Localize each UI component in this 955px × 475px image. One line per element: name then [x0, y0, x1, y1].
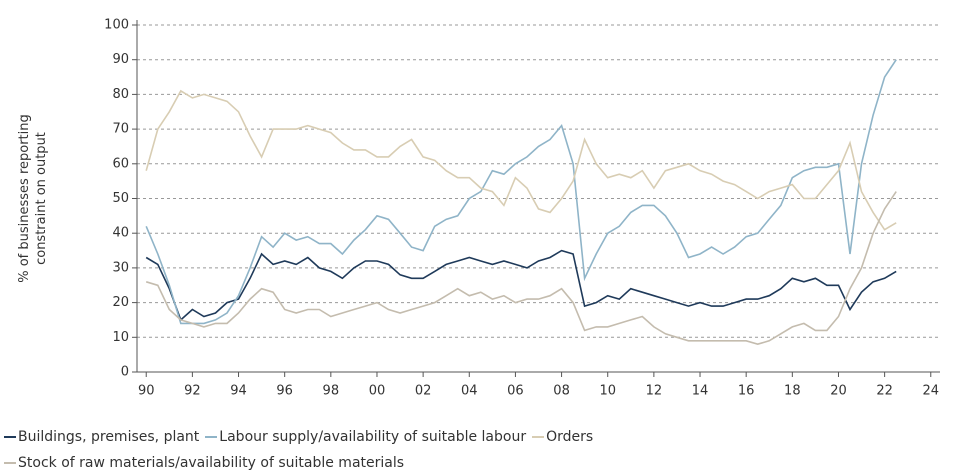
legend-label: Labour supply/availability of suitable l… [219, 429, 527, 445]
y-tick-label: 30 [112, 260, 129, 275]
legend-swatch [532, 436, 545, 438]
x-tick-label: 12 [646, 384, 663, 399]
series-line [145, 191, 897, 346]
x-tick-label: 02 [415, 384, 432, 399]
x-tick-label: 94 [230, 384, 247, 399]
legend-item: Orders [532, 424, 593, 450]
x-tick-label: 92 [184, 384, 201, 399]
chart: 0 10 20 30 40 50 60 70 80 90 100 90 92 94 96 98 00 02 04 06… [17, 18, 940, 399]
x-tick-label: 24 [922, 384, 939, 399]
y-tick-label: 0 [121, 365, 129, 380]
x-tick-label: 22 [876, 384, 893, 399]
legend-label: Buildings, premises, plant [18, 429, 200, 445]
y-tick-label: 20 [112, 295, 129, 310]
y-tick-label: 40 [112, 226, 129, 241]
y-tick-label: 60 [112, 156, 129, 171]
x-tick-label: 14 [692, 384, 709, 399]
legend-item: Labour supply/availability of suitable l… [205, 424, 526, 450]
series-line [145, 249, 897, 322]
legend-swatch [205, 436, 218, 438]
x-tick-label: 04 [461, 384, 478, 399]
x-tick-label: 16 [738, 384, 755, 399]
y-tick-label: 70 [112, 122, 129, 137]
legend-item: Stock of raw materials/availability of s… [4, 450, 404, 475]
y-tick-label: 90 [112, 52, 129, 67]
y-tick-label: 80 [112, 87, 129, 102]
y-axis-label: % of businesses reporting constraint on o… [17, 114, 49, 283]
legend: Buildings, premises, plant Labour supply/… [4, 424, 954, 475]
legend-swatch [4, 436, 16, 438]
x-tick-label: 06 [507, 384, 524, 399]
x-tick-label: 08 [553, 384, 570, 399]
x-tick-label: 90 [138, 384, 155, 399]
series-line [145, 59, 897, 325]
legend-label: Orders [546, 429, 594, 445]
series-line [145, 89, 897, 231]
x-tick-label: 20 [830, 384, 847, 399]
y-tick-label: 100 [104, 18, 129, 33]
legend-label: Stock of raw materials/availability of s… [18, 455, 405, 471]
x-tick-label: 18 [784, 384, 801, 399]
x-tick-label: 96 [276, 384, 293, 399]
x-tick-label: 10 [599, 384, 616, 399]
y-tick-label: 10 [112, 330, 129, 345]
y-axis-label-line: constraint on output [34, 132, 49, 265]
x-tick-label: 00 [369, 384, 386, 399]
legend-item: Buildings, premises, plant [4, 424, 199, 450]
x-tick-label: 98 [323, 384, 340, 399]
legend-swatch [4, 462, 16, 464]
y-tick-label: 50 [112, 191, 129, 206]
y-axis-label-line: % of businesses reporting [17, 114, 32, 283]
